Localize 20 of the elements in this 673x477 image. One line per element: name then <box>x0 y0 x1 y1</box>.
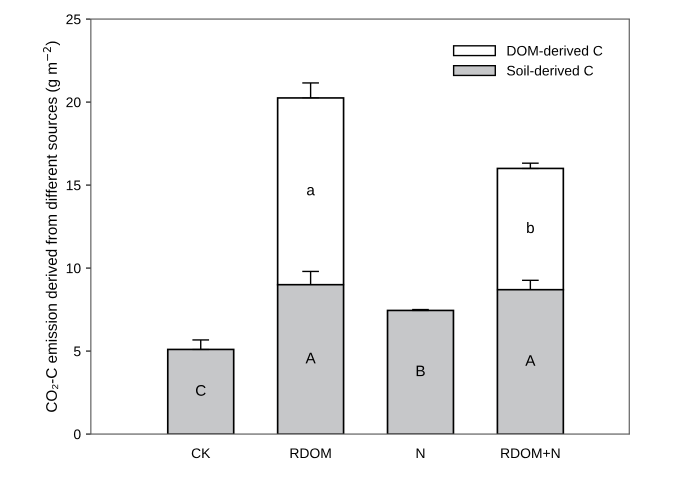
data-label: A <box>306 352 316 364</box>
y-tick-label: 0 <box>74 429 81 440</box>
x-tick-label: N <box>416 448 424 458</box>
y-axis-title: CO₂-C emission derived from different sources (g m$^{−2}$) <box>43 42 60 412</box>
data-label: C <box>196 385 206 396</box>
y-tick-label: 20 <box>66 97 81 108</box>
y-tick-label: 5 <box>74 346 81 356</box>
legend-label: Soil-derived C <box>507 65 594 76</box>
data-label: A <box>525 355 536 366</box>
y-tick-label: 15 <box>66 180 81 190</box>
data-label: b <box>527 222 534 234</box>
x-tick-label: RDOM <box>290 448 331 458</box>
y-tick-label: 10 <box>66 263 81 274</box>
data-label: a <box>307 187 315 196</box>
legend-label: DOM-derived C <box>508 45 602 56</box>
y-tick-label: 25 <box>66 14 81 24</box>
x-tick-label: RDOM+N <box>501 448 560 458</box>
data-label: B <box>416 366 425 376</box>
x-tick-label: CK <box>192 448 210 458</box>
bar <box>386 310 454 434</box>
